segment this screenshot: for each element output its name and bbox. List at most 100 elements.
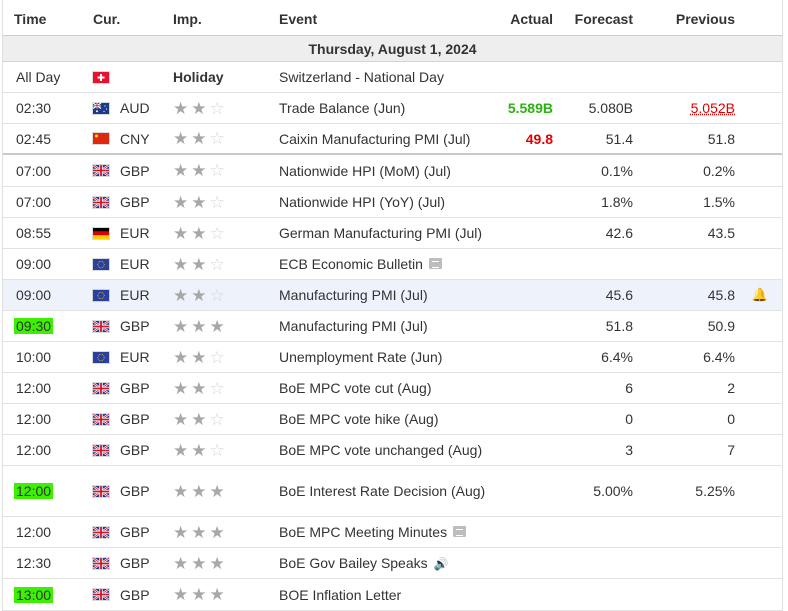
event-cell[interactable]: Unemployment Rate (Jun) (279, 342, 519, 372)
importance-stars: ★ ★ ☆ (173, 280, 228, 310)
event-time: 02:45 (16, 130, 52, 147)
table-row[interactable]: 12:00 GBP ★ ★ ☆ BoE MPC vote hike (Aug) 0 0 (3, 404, 782, 435)
event-cell[interactable]: Caixin Manufacturing PMI (Jul) (279, 124, 519, 153)
table-row[interactable]: 12:00 GBP ★ ★ ☆ BoE MPC vote cut (Aug) 6 2 (3, 373, 782, 404)
event-name[interactable]: Switzerland - National Day (279, 69, 444, 85)
col-actual-header[interactable]: Actual (510, 11, 553, 27)
star-filled-icon: ★ (191, 585, 207, 604)
event-cell[interactable]: ECB Economic Bulletin (279, 249, 519, 279)
col-event-header[interactable]: Event (279, 11, 318, 27)
table-row[interactable]: 02:30 AUD ★ ★ ☆ Trade Balance (Jun) 5.589B 5.08… (3, 93, 782, 124)
table-row[interactable]: 10:00 EUR ★ ★ ☆ Unemployment Rate (Jun) 6.4% 6.… (3, 342, 782, 373)
star-empty-icon: ☆ (209, 223, 225, 243)
table-row[interactable]: 12:00 GBP ★ ★ ☆ BoE MPC vote unchanged (Aug) 3… (3, 435, 782, 466)
event-cell[interactable]: BoE MPC vote cut (Aug) (279, 373, 519, 403)
event-name[interactable]: Unemployment Rate (Jun) (279, 349, 443, 365)
event-cell[interactable]: Switzerland - National Day (279, 62, 519, 92)
col-importance-header[interactable]: Imp. (173, 11, 202, 27)
table-row[interactable]: 12:30 GBP ★ ★ ★ BoE Gov Bailey Speaks 🔊 (3, 548, 782, 579)
importance-stars: ★ ★ ★ (173, 517, 228, 547)
country-flag-icon (93, 517, 109, 547)
event-name[interactable]: Manufacturing PMI (Jul) (279, 318, 428, 334)
table-row[interactable]: 09:30 GBP ★ ★ ★ Manufacturing PMI (Jul) 51.8 50… (3, 311, 782, 342)
event-cell[interactable]: Manufacturing PMI (Jul) (279, 311, 519, 341)
col-currency-header[interactable]: Cur. (93, 11, 121, 27)
importance-stars: ★ ★ ☆ (173, 218, 228, 248)
event-time: 09:30 (14, 318, 54, 334)
event-cell[interactable]: BoE Gov Bailey Speaks 🔊 (279, 548, 519, 578)
star-filled-icon: ★ (209, 522, 225, 542)
event-name[interactable]: BoE MPC vote hike (Aug) (279, 411, 439, 427)
star-empty-icon: ☆ (209, 378, 225, 398)
col-forecast-header[interactable]: Forecast (574, 11, 633, 27)
event-name[interactable]: BoE MPC vote cut (Aug) (279, 380, 432, 396)
star-filled-icon: ★ (209, 553, 225, 573)
star-filled-icon: ★ (209, 316, 225, 336)
event-cell[interactable]: Nationwide HPI (MoM) (Jul) (279, 155, 519, 186)
table-row[interactable]: 09:00 EUR ★ ★ ☆ ECB Economic Bulletin (3, 249, 782, 280)
importance-stars: ★ ★ ★ (173, 579, 228, 610)
table-row[interactable]: 12:00 GBP ★ ★ ★ BoE MPC Meeting Minutes (3, 517, 782, 548)
country-flag-icon (93, 435, 109, 465)
star-filled-icon: ★ (191, 378, 207, 398)
event-name[interactable]: BoE Gov Bailey Speaks (279, 554, 428, 571)
importance-stars: ★ ★ ☆ (173, 155, 228, 186)
country-flag-icon (93, 249, 109, 279)
importance-stars: ★ ★ ★ (173, 466, 228, 516)
forecast-value: 0 (625, 411, 633, 427)
country-flag-icon (93, 93, 109, 123)
table-row[interactable]: 07:00 GBP ★ ★ ☆ Nationwide HPI (MoM) (Jul) 0.1… (3, 155, 782, 187)
country-flag-icon (93, 579, 109, 610)
table-row[interactable]: 08:55 EUR ★ ★ ☆ German Manufacturing PMI (Jul… (3, 218, 782, 249)
event-name[interactable]: Nationwide HPI (YoY) (Jul) (279, 194, 445, 210)
event-name[interactable]: ECB Economic Bulletin (279, 256, 423, 272)
importance-stars: ★ ★ ☆ (173, 187, 228, 217)
table-row[interactable]: 09:00 EUR ★ ★ ☆ Manufacturing PMI (Jul) 45.6 45… (3, 280, 782, 311)
table-row[interactable]: 07:00 GBP ★ ★ ☆ Nationwide HPI (YoY) (Jul) 1.8… (3, 187, 782, 218)
currency-code: CNY (120, 130, 150, 147)
star-filled-icon: ★ (191, 409, 207, 429)
table-row[interactable]: 12:00 GBP ★ ★ ★ BoE Interest Rate Decision (A… (3, 466, 782, 517)
star-filled-icon: ★ (173, 192, 189, 212)
event-time: All Day (16, 69, 61, 85)
star-filled-icon: ★ (173, 481, 189, 501)
country-flag-icon (93, 62, 109, 92)
document-icon[interactable] (428, 258, 442, 269)
event-name[interactable]: BoE MPC Meeting Minutes (279, 524, 448, 540)
previous-value: 5.052B (690, 100, 735, 116)
event-cell[interactable]: BoE MPC vote unchanged (Aug) (279, 435, 519, 465)
table-row[interactable]: All Day Holiday Switzerland - National Day (3, 62, 782, 93)
event-name[interactable]: BOE Inflation Letter (279, 586, 402, 603)
actual-value: 5.589B (507, 100, 553, 116)
star-filled-icon: ★ (173, 585, 189, 604)
star-filled-icon: ★ (209, 481, 225, 501)
importance-stars: ★ ★ ☆ (173, 124, 228, 153)
event-name[interactable]: Caixin Manufacturing PMI (Jul) (279, 130, 471, 147)
table-row[interactable]: 02:45 CNY ★ ★ ☆ Caixin Manufacturing PMI (Jul… (3, 124, 782, 155)
event-name[interactable]: BoE MPC vote unchanged (Aug) (279, 442, 483, 458)
event-cell[interactable]: BoE MPC Meeting Minutes (279, 517, 519, 547)
event-cell[interactable]: BoE MPC vote hike (Aug) (279, 404, 519, 434)
event-cell[interactable]: German Manufacturing PMI (Jul) (279, 218, 519, 248)
event-cell[interactable]: Nationwide HPI (YoY) (Jul) (279, 187, 519, 217)
event-time: 12:00 (16, 380, 52, 396)
event-cell[interactable]: BoE Interest Rate Decision (Aug) (279, 466, 519, 516)
star-filled-icon: ★ (191, 98, 207, 118)
event-cell[interactable]: Manufacturing PMI (Jul) (279, 280, 519, 310)
event-cell[interactable]: Trade Balance (Jun) (279, 93, 519, 123)
event-name[interactable]: BoE Interest Rate Decision (Aug) (279, 483, 486, 499)
star-filled-icon: ★ (173, 553, 189, 573)
event-name[interactable]: Manufacturing PMI (Jul) (279, 287, 428, 303)
table-row[interactable]: 13:00 GBP ★ ★ ★ BOE Inflation Letter (3, 579, 782, 611)
event-name[interactable]: Nationwide HPI (MoM) (Jul) (279, 162, 451, 179)
event-name[interactable]: Trade Balance (Jun) (279, 100, 406, 116)
event-cell[interactable]: BOE Inflation Letter (279, 579, 519, 610)
importance-stars: ★ ★ ☆ (173, 373, 228, 403)
col-previous-header[interactable]: Previous (675, 11, 735, 27)
col-time-header[interactable]: Time (14, 11, 47, 27)
alert-bell-icon[interactable]: 🔔 (751, 287, 768, 302)
event-time: 13:00 (14, 586, 54, 603)
event-name[interactable]: German Manufacturing PMI (Jul) (279, 225, 483, 241)
speaker-icon[interactable]: 🔊 (433, 556, 449, 571)
document-icon[interactable] (453, 526, 467, 537)
